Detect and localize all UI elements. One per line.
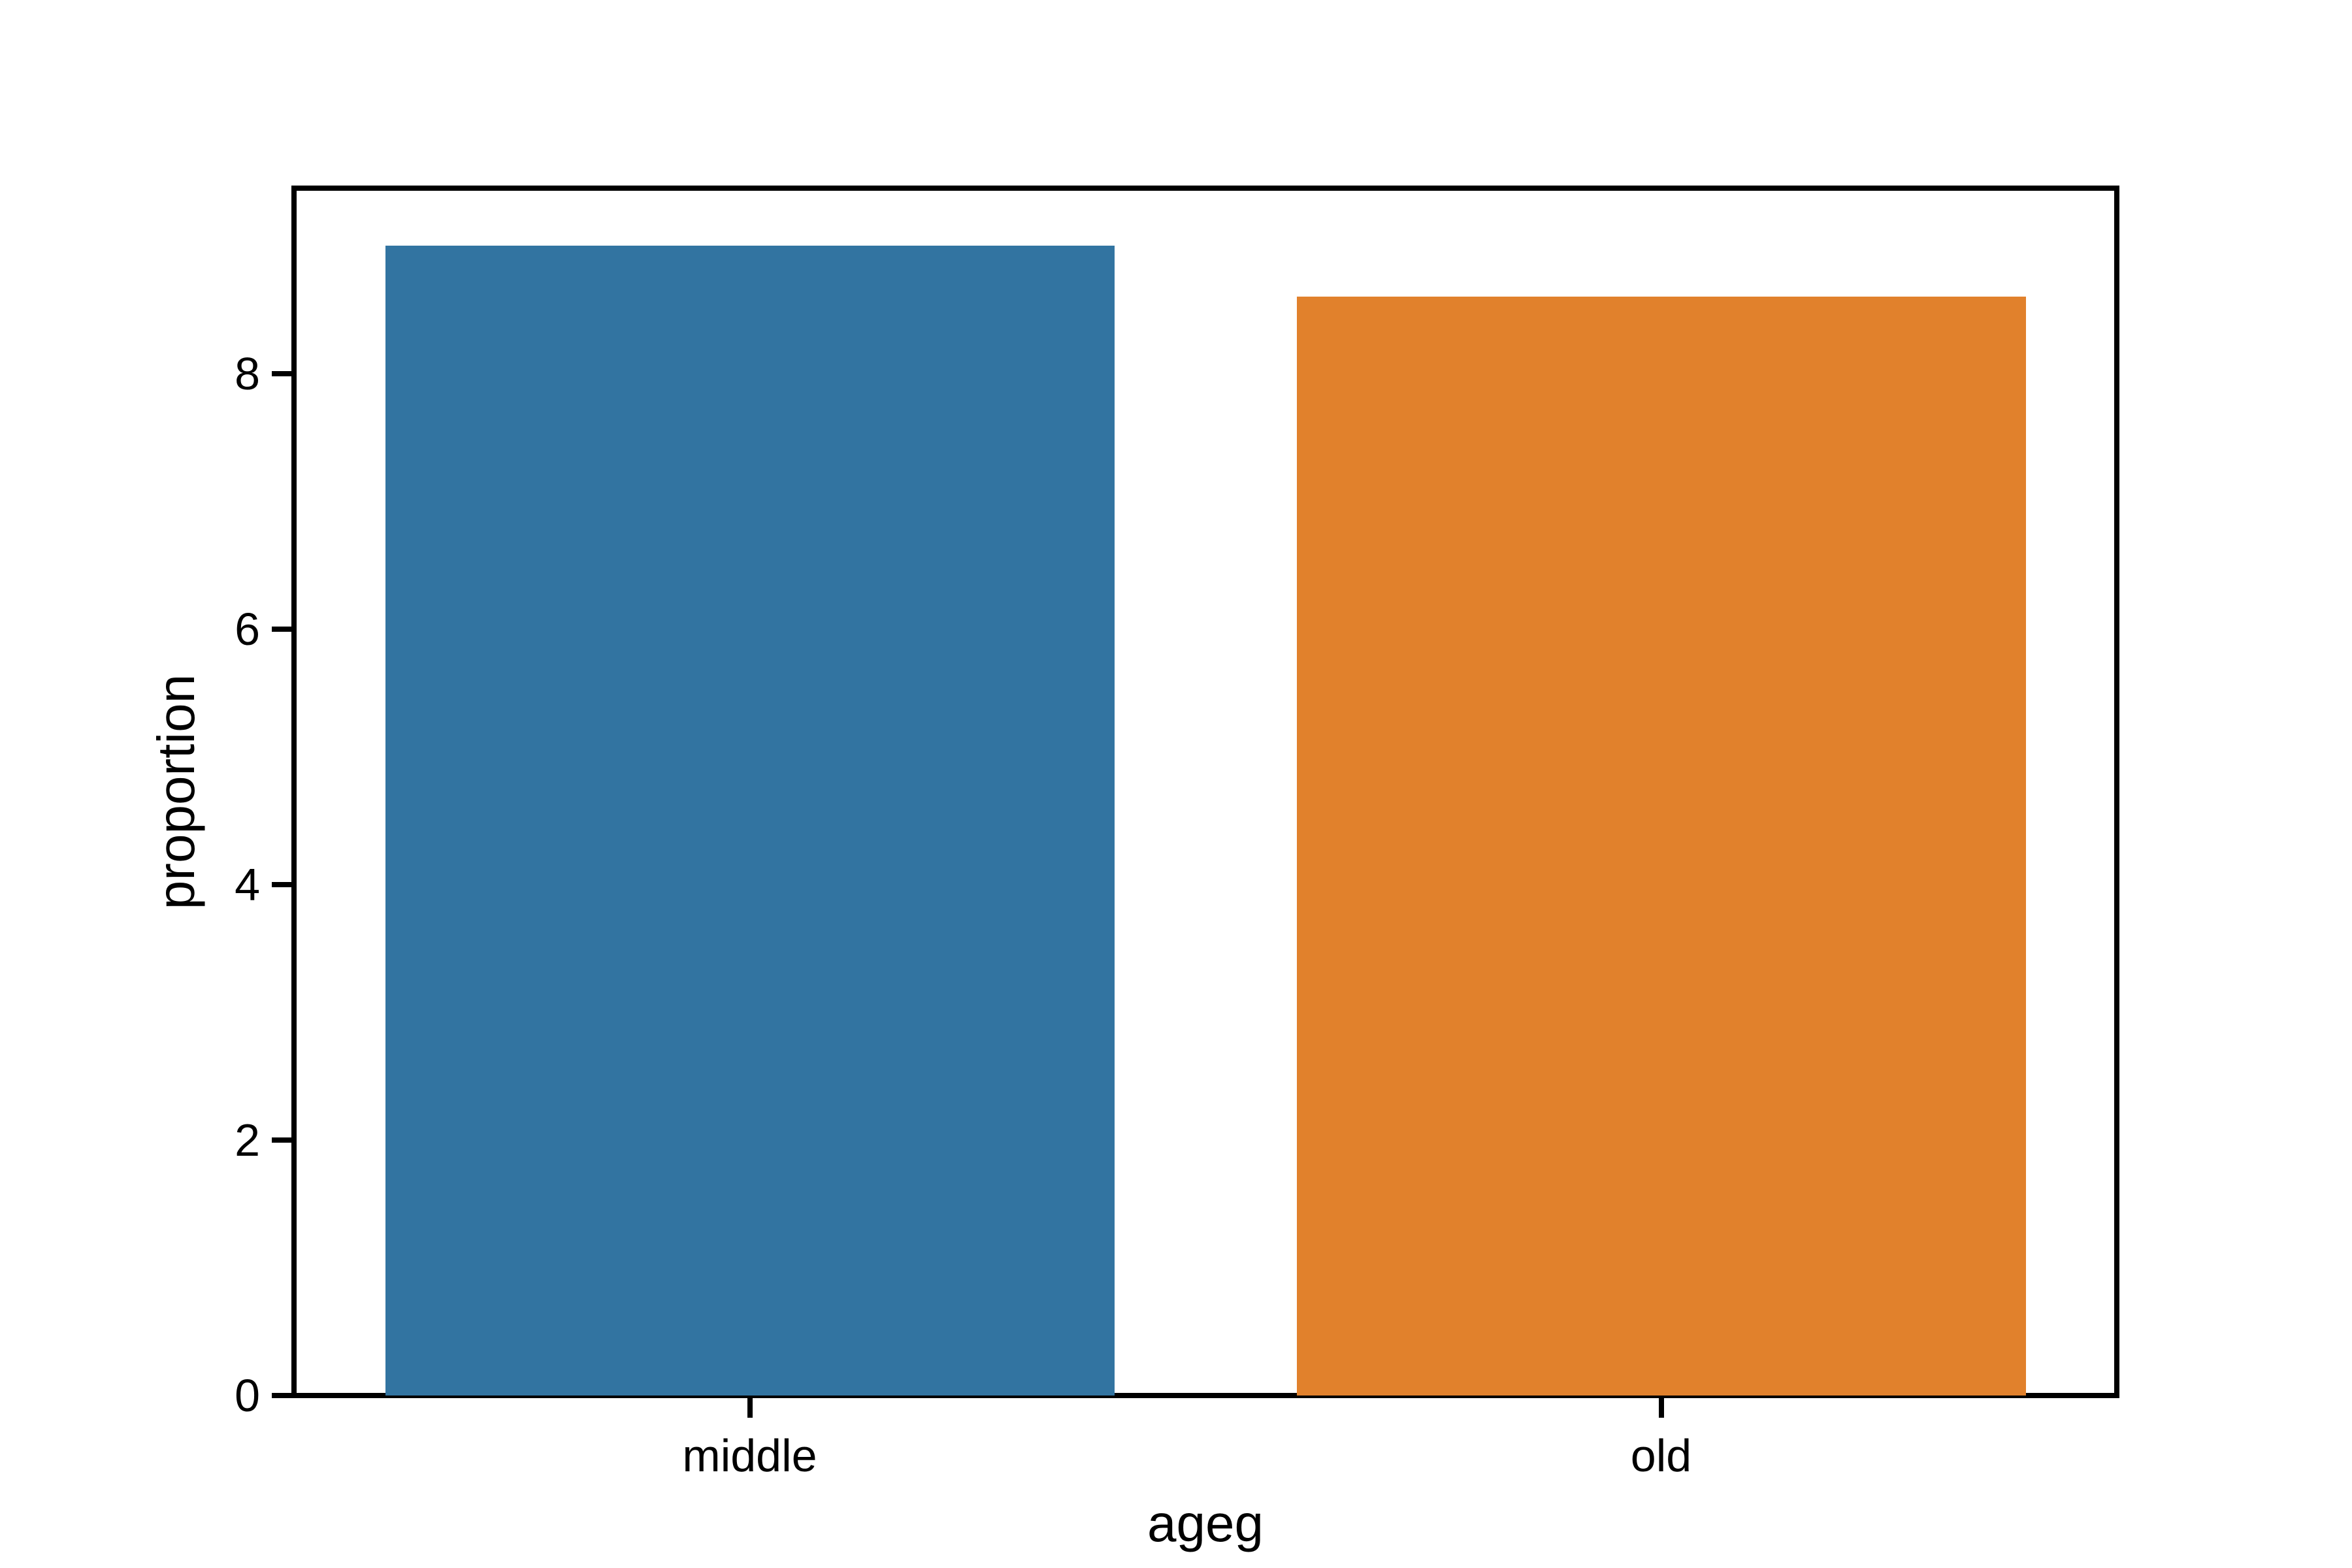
ytick-mark-8 [272, 370, 291, 376]
ytick-mark-2 [272, 1137, 291, 1143]
ytick-label-4: 4 [235, 858, 260, 910]
ytick-label-6: 6 [235, 603, 260, 655]
xtick-label-middle: middle [682, 1430, 817, 1481]
xtick-mark-old [1658, 1398, 1664, 1418]
ytick-label-2: 2 [235, 1114, 260, 1166]
bar-old [1296, 297, 2026, 1396]
xtick-mark-middle [747, 1398, 753, 1418]
plot-area: ageg proportion middle old 0 2 4 6 8 [147, 186, 2119, 1552]
xtick-label-old: old [1630, 1430, 1692, 1481]
ytick-mark-4 [272, 881, 291, 887]
bar-middle [385, 246, 1115, 1396]
ytick-mark-0 [272, 1393, 291, 1398]
y-axis-label: proportion [147, 674, 205, 910]
x-axis-label: ageg [1147, 1494, 1264, 1552]
bars-container [294, 188, 2117, 1396]
ytick-label-0: 0 [235, 1370, 260, 1421]
ytick-mark-6 [272, 626, 291, 632]
ytick-label-8: 8 [235, 348, 260, 399]
